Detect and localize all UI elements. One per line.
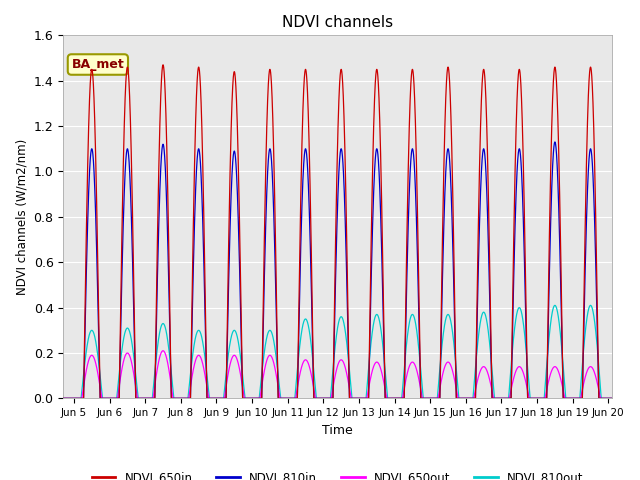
X-axis label: Time: Time <box>322 424 353 437</box>
Title: NDVI channels: NDVI channels <box>282 15 393 30</box>
Legend: NDVI_650in, NDVI_810in, NDVI_650out, NDVI_810out: NDVI_650in, NDVI_810in, NDVI_650out, NDV… <box>87 466 588 480</box>
Y-axis label: NDVI channels (W/m2/nm): NDVI channels (W/m2/nm) <box>15 139 28 295</box>
Text: BA_met: BA_met <box>72 58 124 71</box>
